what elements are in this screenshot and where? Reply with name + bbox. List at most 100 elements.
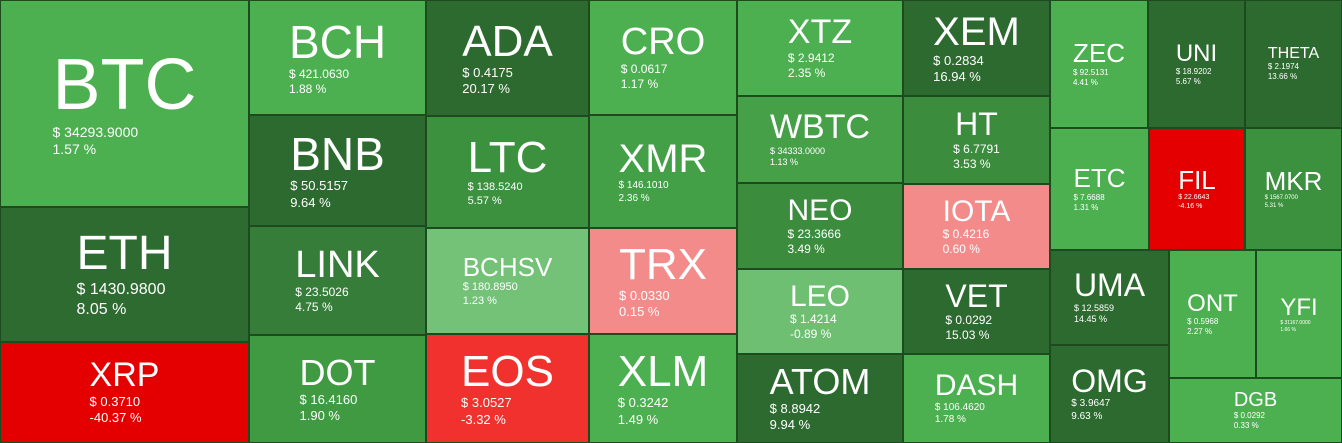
price: $ 92.5131 (1073, 67, 1109, 77)
price: $ 50.5157 (290, 178, 349, 194)
change: 4.75 % (295, 300, 333, 315)
tile-content: EOS $ 3.0527 -3.32 % (461, 348, 554, 428)
tile: UMA $ 12.5859 14.45 % (1050, 250, 1169, 345)
price: $ 31167.0000 (1280, 320, 1311, 327)
tile-content: BCH $ 421.0630 1.88 % (289, 18, 386, 96)
price: $ 12.5859 (1073, 303, 1114, 314)
tile: OMG $ 3.9647 9.63 % (1050, 345, 1169, 443)
tile-content: IOTA $ 0.4216 0.60 % (943, 196, 1011, 258)
tile: ETC $ 7.6688 1.31 % (1050, 128, 1149, 250)
tile-content: XRP $ 0.3710 -40.37 % (90, 358, 160, 426)
tile-content: ADA $ 0.4175 20.17 % (462, 16, 553, 98)
symbol: THETA (1267, 44, 1320, 62)
tile: LTC $ 138.5240 5.57 % (426, 116, 589, 228)
tile-content: BCHSV $ 180.8950 1.23 % (462, 251, 553, 309)
symbol: ZEC (1073, 38, 1125, 69)
symbol: ADA (462, 16, 553, 66)
tile: FIL $ 22.6643 -4.16 % (1149, 128, 1245, 250)
change: 4.41 % (1073, 77, 1098, 87)
symbol: ETC (1073, 163, 1126, 194)
tile-content: ETC $ 7.6688 1.31 % (1074, 165, 1126, 212)
tile: YFI $ 31167.0000 1.66 % (1256, 250, 1342, 378)
tile-content: OMG $ 3.9647 9.63 % (1071, 362, 1148, 424)
price: $ 34293.9000 (52, 123, 139, 140)
price: $ 1.4214 (789, 312, 837, 327)
symbol: WBTC (769, 108, 871, 147)
tile: XLM $ 0.3242 1.49 % (589, 334, 737, 443)
change: 20.17 % (462, 81, 510, 97)
tile: XTZ $ 2.9412 2.35 % (737, 0, 903, 96)
change: 1.49 % (617, 411, 659, 427)
tile: XMR $ 146.1010 2.36 % (589, 115, 737, 228)
tile-content: MKR $ 1567.0700 5.31 % (1265, 167, 1323, 210)
tile: EOS $ 3.0527 -3.32 % (426, 334, 589, 443)
price: $ 421.0630 (288, 66, 349, 81)
tile: DASH $ 106.4620 1.78 % (903, 354, 1050, 443)
price: $ 1430.9800 (76, 280, 166, 298)
change: -4.16 % (1178, 202, 1203, 210)
symbol: TRX (619, 239, 707, 289)
change: 1.23 % (462, 294, 497, 307)
change: 3.53 % (953, 156, 991, 171)
price: $ 146.1010 (618, 180, 669, 191)
tile-content: XMR $ 146.1010 2.36 % (619, 138, 708, 205)
change: 1.90 % (299, 407, 340, 423)
symbol: CRO (620, 20, 706, 63)
change: 2.35 % (787, 65, 826, 80)
price: $ 0.3710 (89, 394, 141, 410)
change: 5.67 % (1175, 76, 1201, 86)
tile: ATOM $ 8.8942 9.94 % (737, 354, 903, 443)
symbol: LTC (467, 133, 548, 183)
change: 1.78 % (934, 414, 966, 426)
symbol: BCH (288, 16, 387, 69)
tile: BCHSV $ 180.8950 1.23 % (426, 228, 589, 334)
tile-content: DGB $ 0.0292 0.33 % (1234, 390, 1277, 431)
change: 0.60 % (942, 242, 980, 257)
tile-content: BTC $ 34293.9000 1.57 % (53, 48, 197, 159)
tile: BNB $ 50.5157 9.64 % (249, 115, 426, 226)
tile: ADA $ 0.4175 20.17 % (426, 0, 589, 116)
tile: DGB $ 0.0292 0.33 % (1169, 378, 1342, 443)
symbol: LINK (295, 243, 380, 286)
tile-content: DASH $ 106.4620 1.78 % (935, 370, 1018, 427)
symbol: BCHSV (462, 251, 553, 282)
change: 1.13 % (769, 157, 798, 168)
change: 0.33 % (1233, 421, 1259, 430)
change: 13.66 % (1267, 72, 1298, 82)
symbol: ATOM (769, 361, 871, 403)
change: 1.66 % (1280, 326, 1296, 333)
price: $ 0.4216 (942, 227, 990, 242)
tile: NEO $ 23.3666 3.49 % (737, 183, 903, 269)
tile: IOTA $ 0.4216 0.60 % (903, 184, 1050, 269)
tile-content: THETA $ 2.1974 13.66 % (1267, 44, 1320, 83)
tile-content: DOT $ 16.4160 1.90 % (300, 354, 376, 424)
price: $ 2.1974 (1267, 62, 1299, 72)
change: 15.03 % (945, 328, 990, 343)
symbol: XEM (933, 9, 1020, 54)
symbol: XRP (89, 356, 160, 395)
symbol: UNI (1175, 40, 1218, 68)
price: $ 0.0617 (620, 62, 668, 77)
price: $ 0.4175 (462, 64, 513, 80)
price: $ 0.5968 (1187, 316, 1219, 326)
change: 16.94 % (933, 69, 981, 84)
change: 3.49 % (787, 241, 825, 256)
symbol: UMA (1073, 267, 1146, 304)
tile-content: ETH $ 1430.9800 8.05 % (76, 227, 173, 319)
change: 2.27 % (1187, 326, 1213, 336)
tile-content: BNB $ 50.5157 9.64 % (290, 130, 385, 211)
tile-content: LTC $ 138.5240 5.57 % (467, 133, 548, 209)
tile-content: ATOM $ 8.8942 9.94 % (770, 363, 871, 433)
tile-content: YFI $ 31167.0000 1.66 % (1280, 295, 1317, 333)
price: $ 0.2834 (933, 52, 984, 68)
symbol: OMG (1071, 362, 1148, 399)
symbol: ETH (76, 227, 173, 281)
tile: XEM $ 0.2834 16.94 % (903, 0, 1050, 96)
tile-content: XLM $ 0.3242 1.49 % (617, 348, 708, 428)
price: $ 106.4620 (934, 401, 985, 413)
symbol: XTZ (787, 13, 853, 52)
price: $ 16.4160 (299, 391, 358, 407)
symbol: DASH (934, 369, 1019, 403)
change: 1.31 % (1073, 202, 1099, 212)
